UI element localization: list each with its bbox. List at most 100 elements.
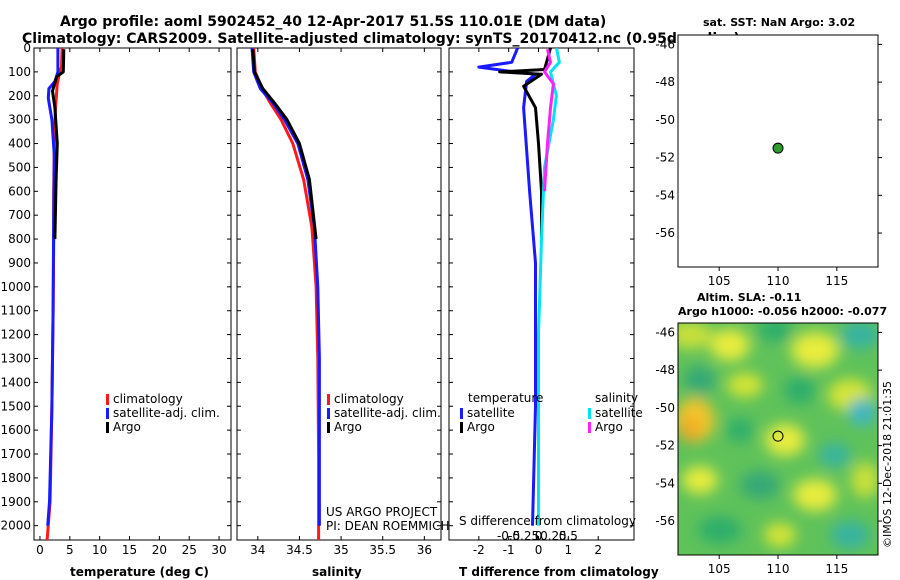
argo-float-position-circle — [772, 430, 784, 442]
lat-tick-label: -50 — [655, 401, 675, 415]
lat-tick-label: -46 — [655, 37, 675, 51]
s-tick-label: 0.25 — [540, 529, 567, 543]
depth-tick-label: 1000 — [0, 280, 31, 294]
temperature-axis-ticks: 0 5 10 15 20 25 30 — [36, 48, 227, 557]
s-tick-label: -0.5 — [497, 529, 520, 543]
legend-swatch-t-argo — [460, 422, 463, 433]
legend-title-temperature: temperature — [468, 391, 543, 405]
s-tick-label: 0 — [535, 529, 543, 543]
depth-tick-label: 1900 — [0, 495, 31, 509]
difference-plot-frame — [448, 47, 635, 541]
lat-tick-label: -46 — [655, 325, 675, 339]
credit-project: US ARGO PROJECT — [326, 505, 438, 519]
lon-tick-label: 115 — [825, 562, 848, 576]
series-line-s-argo — [543, 48, 555, 192]
sst-map-title: sat. SST: NaN Argo: 3.02 — [703, 16, 855, 29]
altimetry-title-line1: Altim. SLA: -0.11 — [697, 291, 801, 304]
x-tick-label: 34 — [250, 543, 265, 557]
depth-tick-label: 700 — [8, 208, 31, 222]
depth-tick-label: 0 — [23, 41, 31, 55]
salinity-depth-ticks — [237, 47, 441, 527]
depth-tick-label: 300 — [8, 113, 31, 127]
legend-label-s-argo: Argo — [595, 420, 623, 434]
lon-tick-label: 110 — [767, 562, 790, 576]
x-tick-label: -2 — [473, 543, 485, 557]
legend-swatch-argo — [106, 422, 109, 433]
depth-tick-label: 1500 — [0, 399, 31, 413]
x-tick-label: 0 — [36, 543, 44, 557]
salinity-plot-frame — [236, 47, 442, 541]
x-tick-label: 0 — [535, 543, 543, 557]
x-tick-label: 34.5 — [286, 543, 313, 557]
x-tick-label: 2 — [594, 543, 602, 557]
legend-label-climatology: climatology — [334, 392, 404, 406]
lon-tick-label: 105 — [708, 274, 731, 288]
depth-axis-ticks: 0 100 200 300 400 500 600 700 800 900 1000 1100 1200… — [0, 41, 231, 533]
depth-tick-label: 1800 — [0, 471, 31, 485]
depth-tick-label: 400 — [8, 137, 31, 151]
temperature-lines — [45, 48, 66, 540]
figure-title-line2: Climatology: CARS2009. Satellite-adjuste… — [22, 31, 740, 47]
series-line-satellite-adj-clim- — [250, 48, 321, 526]
salinity-panel: 34 34.5 35 35.5 36 salinity climatology sate… — [236, 47, 449, 579]
legend-title-salinity: salinity — [595, 391, 638, 405]
altimetry-map-panel: Altim. SLA: -0.11 Argo h1000: -0.056 h20… — [655, 291, 887, 576]
depth-tick-label: 900 — [8, 256, 31, 270]
depth-tick-label: 1600 — [0, 423, 31, 437]
x-tick-label: 25 — [182, 543, 197, 557]
legend-swatch-satellite — [106, 408, 109, 419]
lon-tick-label: 110 — [767, 274, 790, 288]
x-tick-label: 20 — [152, 543, 167, 557]
figure-title-line1: Argo profile: aoml 5902452_40 12-Apr-201… — [60, 14, 606, 30]
series-line-t-satellite — [477, 48, 537, 526]
depth-tick-label: 800 — [8, 232, 31, 246]
x-tick-label: 30 — [211, 543, 226, 557]
depth-tick-label: 200 — [8, 89, 31, 103]
altimetry-title-line2: Argo h1000: -0.056 h2000: -0.077 — [678, 305, 887, 318]
depth-tick-label: 1400 — [0, 375, 31, 389]
s-tick-label: 0.5 — [559, 529, 578, 543]
lat-tick-label: -56 — [655, 226, 675, 240]
legend-swatch-s-satellite — [588, 408, 591, 419]
lat-tick-label: -52 — [655, 439, 675, 453]
depth-tick-label: 1700 — [0, 447, 31, 461]
difference-panel: -2 -1 0 1 2 T difference from climatology S … — [448, 47, 659, 579]
salinity-axis-ticks: 34 34.5 35 35.5 36 — [250, 48, 432, 557]
lat-tick-label: -56 — [655, 514, 675, 528]
altimetry-heatmap — [678, 323, 878, 555]
difference-legend: temperature salinity satellite Argo sate… — [460, 391, 643, 434]
depth-tick-label: 600 — [8, 184, 31, 198]
legend-swatch-satellite — [327, 408, 330, 419]
altimetry-longitude-ticks: 105 110 115 — [708, 555, 848, 576]
series-line-argo — [251, 49, 318, 240]
legend-label-s-satellite: satellite — [595, 406, 643, 420]
depth-tick-label: 2000 — [0, 519, 31, 533]
s-difference-label: S difference from climatology — [459, 514, 636, 528]
s-tick-label: -0.25 — [508, 529, 539, 543]
depth-tick-label: 500 — [8, 160, 31, 174]
legend-swatch-s-argo — [588, 422, 591, 433]
legend-label-t-satellite: satellite — [467, 406, 515, 420]
temperature-plot-frame — [33, 47, 232, 541]
salinity-legend: climatology satellite-adj. clim. Argo — [327, 392, 441, 434]
depth-tick-label: 1300 — [0, 351, 31, 365]
x-tick-label: -1 — [503, 543, 515, 557]
x-tick-label: 15 — [122, 543, 137, 557]
depth-tick-label: 1200 — [0, 328, 31, 342]
legend-label-satellite: satellite-adj. clim. — [113, 406, 220, 420]
salinity-lines — [250, 48, 321, 540]
t-difference-xlabel: T difference from climatology — [459, 565, 659, 579]
credit-pi: PI: DEAN ROEMMICH — [326, 519, 449, 533]
difference-lines — [477, 48, 561, 526]
legend-swatch-climatology — [327, 394, 330, 405]
legend-swatch-argo — [327, 422, 330, 433]
altimetry-anomaly-field — [678, 323, 878, 549]
legend-label-satellite: satellite-adj. clim. — [334, 406, 441, 420]
sst-latitude-ticks: -46 -48 -50 -52 -54 -56 — [655, 37, 882, 240]
depth-tick-label: 1100 — [0, 304, 31, 318]
lat-tick-label: -54 — [655, 476, 675, 490]
lat-tick-label: -52 — [655, 151, 675, 165]
legend-label-argo: Argo — [113, 420, 141, 434]
